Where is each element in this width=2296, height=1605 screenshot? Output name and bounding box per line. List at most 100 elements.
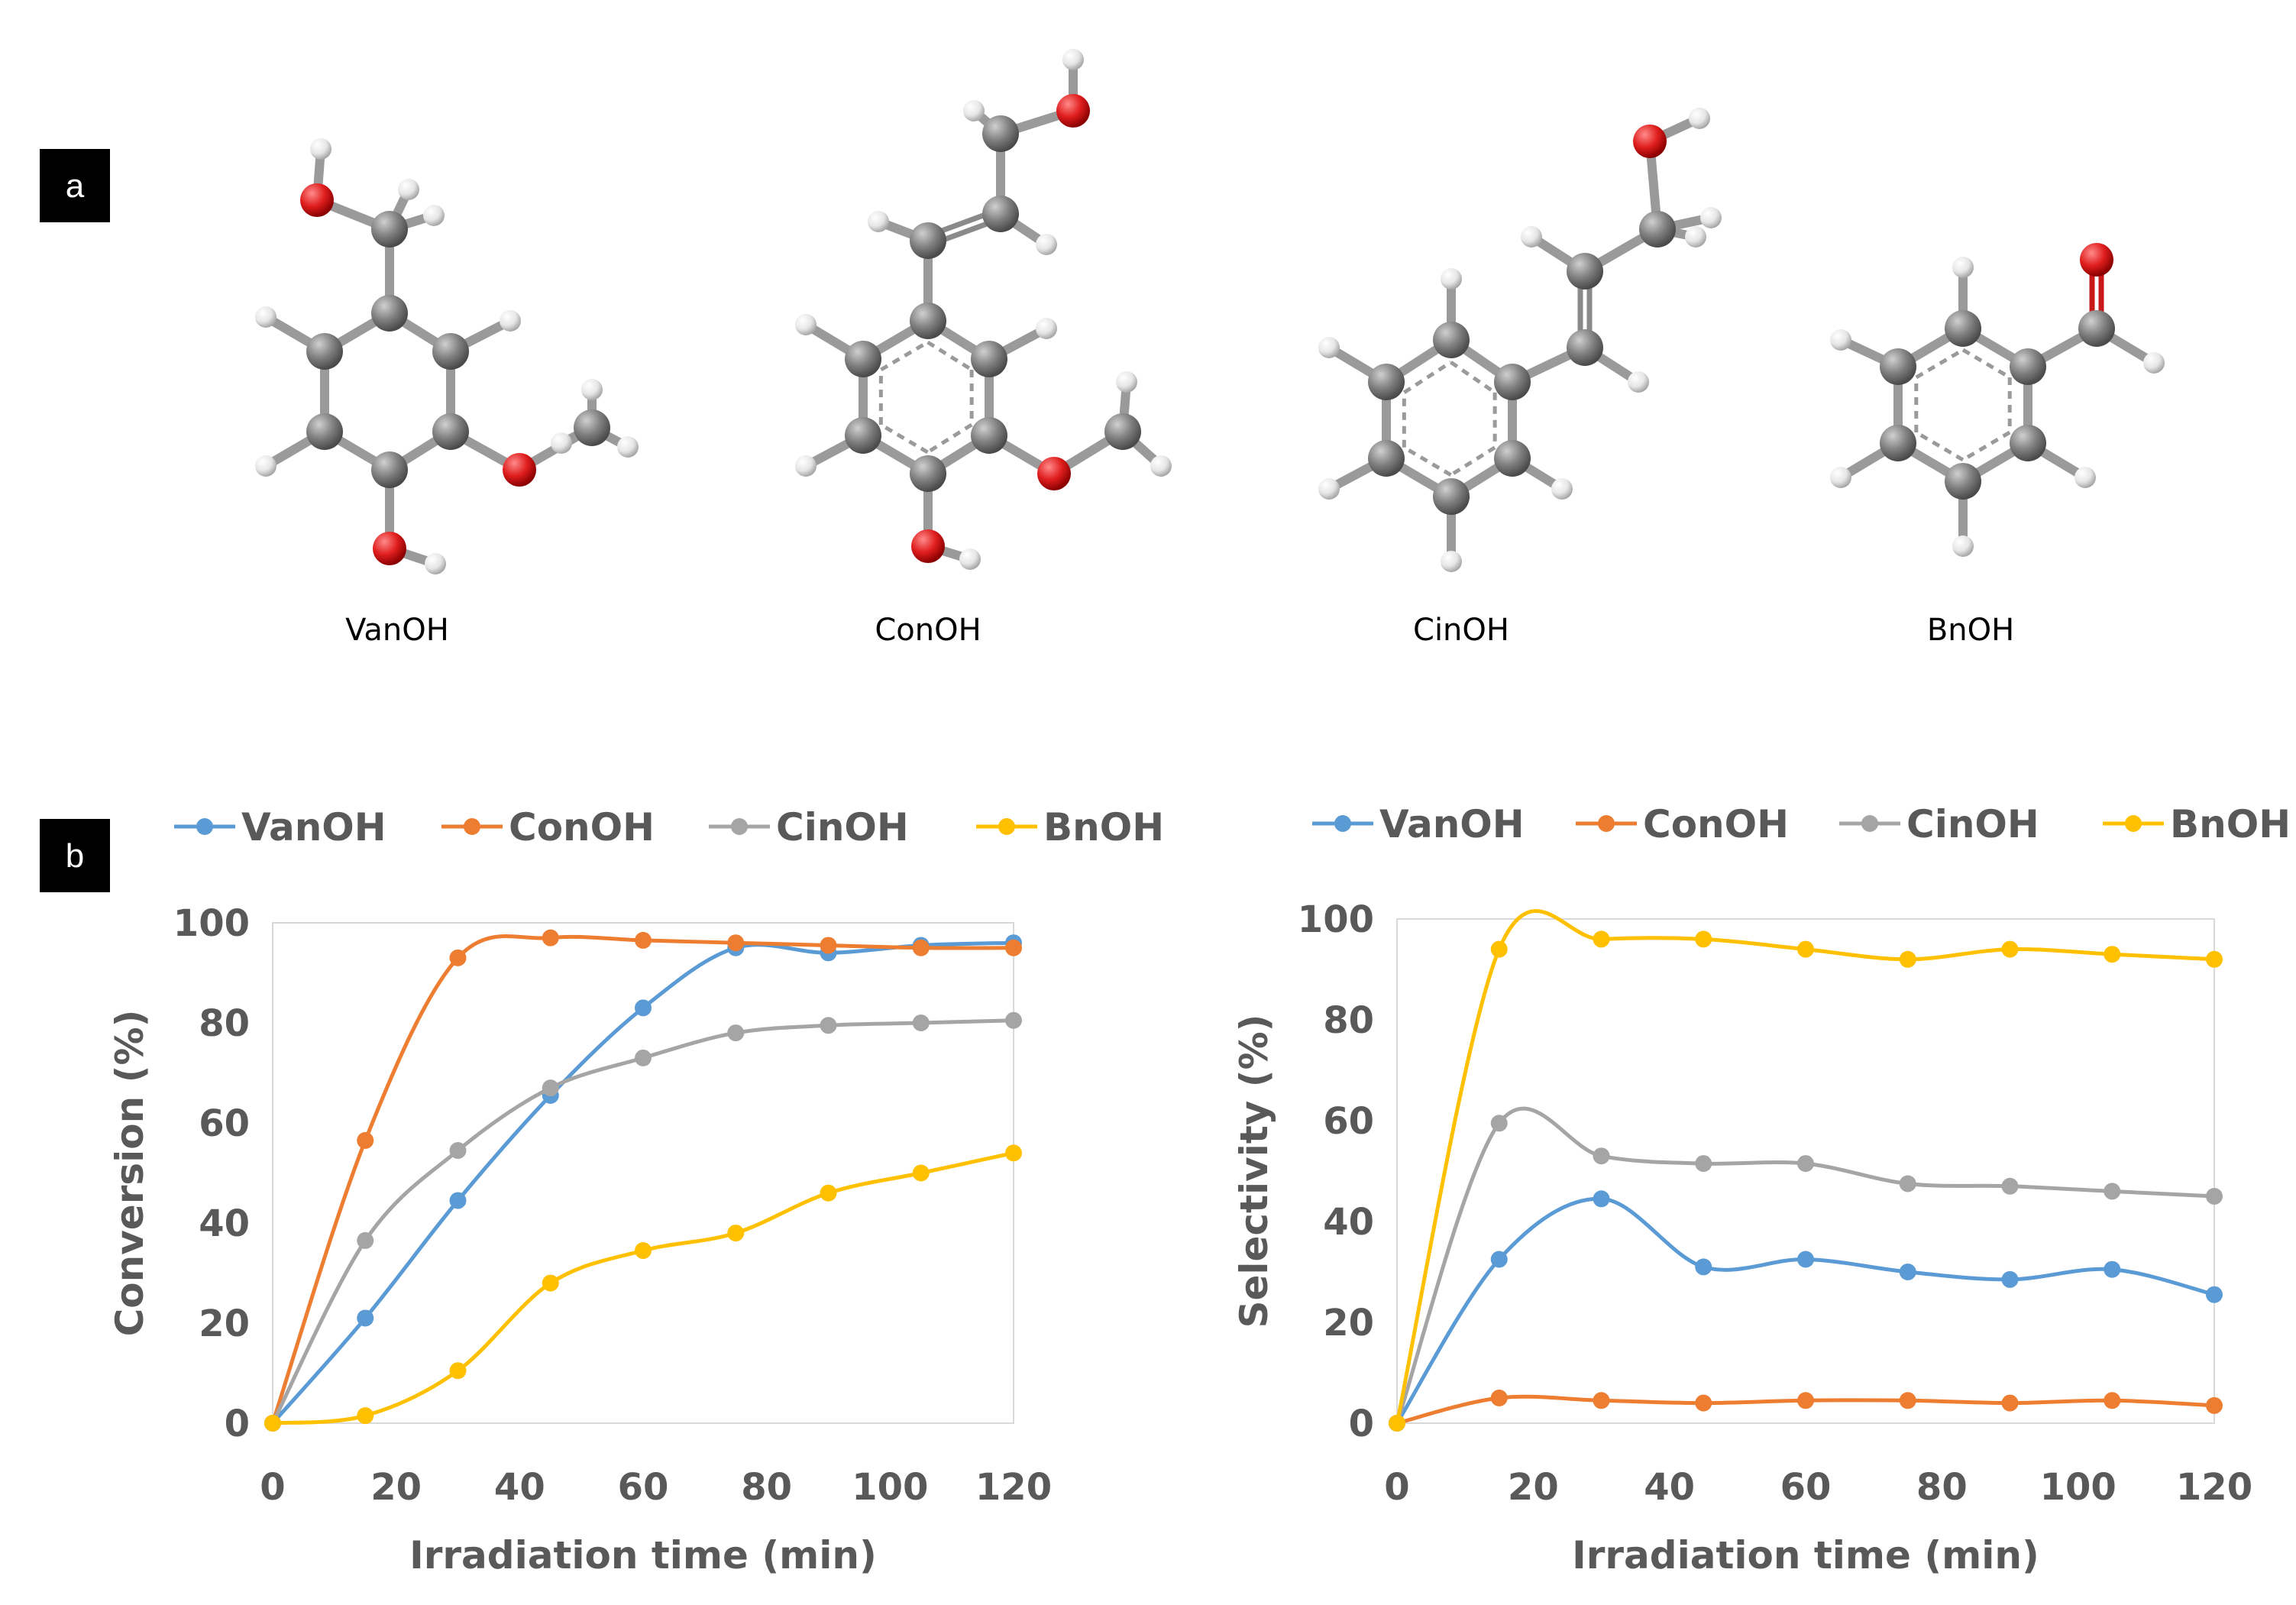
data-point-cinoh [449,1142,467,1160]
legend-label-vanoh: VanOH [241,805,386,849]
data-point-conoh [912,939,930,956]
hydrogen-atom [500,310,521,332]
data-point-cinoh [542,1079,559,1097]
molecule-name-bnoh: BnOH [1927,613,2014,648]
x-tick-label: 100 [852,1466,928,1509]
series-line-bnoh [1395,909,2217,1425]
aromatic-bond [1961,348,2011,380]
aromatic-bond [1450,445,1496,477]
carbon-atom [306,413,343,450]
x-axis-title: Irradiation time (min) [1572,1533,2039,1577]
hydrogen-atom [255,455,276,477]
carbon-atom [1639,211,1676,248]
molecule-name-cinoh: CinOH [1413,613,1509,648]
y-tick-label: 100 [173,902,250,945]
molecule-name-vanoh: VanOH [345,613,449,648]
data-point-conoh [449,949,467,966]
conversion-chart: 0 20 40 60 80 100 0 20 40 60 80 100 120 Irradiation t… [108,805,1164,1577]
hydrogen-atom [1521,226,1542,248]
data-point-bnoh [1005,1144,1022,1162]
data-point-cinoh [2001,1177,2019,1195]
data-point-bnoh [820,1184,837,1202]
oxygen-atom [1633,125,1667,158]
data-point-cinoh [357,1231,374,1249]
hydrogen-atom [398,179,419,200]
x-tick-label: 120 [2176,1466,2252,1509]
legend-marker-cinoh [731,818,748,835]
hydrogen-atom [1318,337,1340,358]
carbon-atom [982,196,1019,232]
y-tick-label: 80 [1323,999,1374,1042]
data-point-vanoh [1593,1190,1610,1208]
hydrogen-atom [1062,49,1084,70]
x-tick-label: 0 [1384,1466,1409,1509]
data-point-bnoh [357,1407,374,1425]
carbon-atom [1880,425,1916,461]
data-point-conoh [1593,1392,1610,1409]
hydrogen-atom [1952,536,1974,557]
carbon-atom [432,413,469,450]
data-point-bnoh [635,1242,652,1260]
carbon-atom [574,409,610,446]
data-point-conoh [820,937,837,954]
data-point-bnoh [1593,930,1610,948]
aromatic-bond [1450,361,1496,394]
legend-label-cinoh: CinOH [1906,802,2039,846]
hydrogen-atom [1318,478,1340,500]
plot-area [272,922,1014,1424]
data-point-bnoh [727,1225,745,1242]
aromatic-bond [1403,445,1452,477]
aromatic-bond [1915,348,1965,380]
hydrogen-atom [310,138,331,160]
y-tick-label: 0 [1349,1403,1374,1445]
carbon-atom [1494,440,1531,477]
hydrogen-atom [959,548,981,570]
hydrogen-atom [1116,371,1137,393]
carbon-atom [371,211,408,248]
y-axis-title: Selectivity (%) [1232,1014,1276,1328]
hydrogen-atom [868,211,889,232]
oxygen-atom [1056,94,1090,128]
hydrogen-atom [1685,226,1706,248]
oxygen-atom [300,183,334,217]
hydrogen-atom [2143,352,2165,374]
hydrogen-atom [423,205,445,226]
data-point-conoh [2001,1394,2019,1412]
series-line-bnoh [270,1150,1016,1425]
y-tick-label: 80 [199,1002,250,1045]
hydrogen-atom [2074,467,2096,488]
data-point-vanoh [1695,1258,1712,1276]
legend-label-vanoh: VanOH [1379,802,1525,846]
legend-marker-conoh [464,818,480,835]
carbon-atom [1433,322,1470,358]
carbon-atom [982,115,1019,152]
x-tick-label: 40 [1644,1466,1695,1509]
y-axis-title: Conversion (%) [108,1010,152,1337]
series-line-vanoh [1395,1196,2217,1425]
x-tick-label: 80 [741,1466,792,1509]
x-axis-title: Irradiation time (min) [409,1533,877,1577]
data-point-vanoh [2001,1270,2019,1288]
aromatic-bond [926,340,973,372]
molecule-name-conoh: ConOH [875,613,981,648]
carbon-atom [1368,440,1405,477]
data-point-conoh [2206,1396,2223,1414]
carbon-atom [971,341,1007,377]
hydrogen-atom [551,432,572,454]
data-point-vanoh [2206,1286,2223,1303]
aromatic-bond [880,422,929,455]
hydrogen-atom [1441,551,1462,572]
selectivity-chart: 0 20 40 60 80 100 0 20 40 60 80 100 120 Irradiation t… [1232,802,2291,1577]
y-tick-label: 60 [199,1102,250,1145]
y-tick-label: 40 [199,1202,250,1245]
carbon-atom [2010,425,2046,461]
svg-text:a: a [66,167,85,205]
data-point-cinoh [727,1024,745,1042]
legend-marker-bnoh [998,818,1015,835]
molecule-vanoh [255,138,639,574]
oxygen-atom [503,453,536,487]
aromatic-bond [1961,430,2011,462]
oxygen-atom [911,529,945,563]
data-point-bnoh [912,1164,930,1182]
